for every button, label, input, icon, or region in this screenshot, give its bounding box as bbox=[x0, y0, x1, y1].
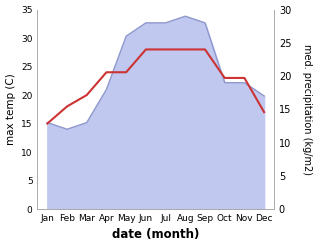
Y-axis label: max temp (C): max temp (C) bbox=[5, 73, 16, 145]
X-axis label: date (month): date (month) bbox=[112, 228, 199, 242]
Y-axis label: med. precipitation (kg/m2): med. precipitation (kg/m2) bbox=[302, 44, 313, 175]
